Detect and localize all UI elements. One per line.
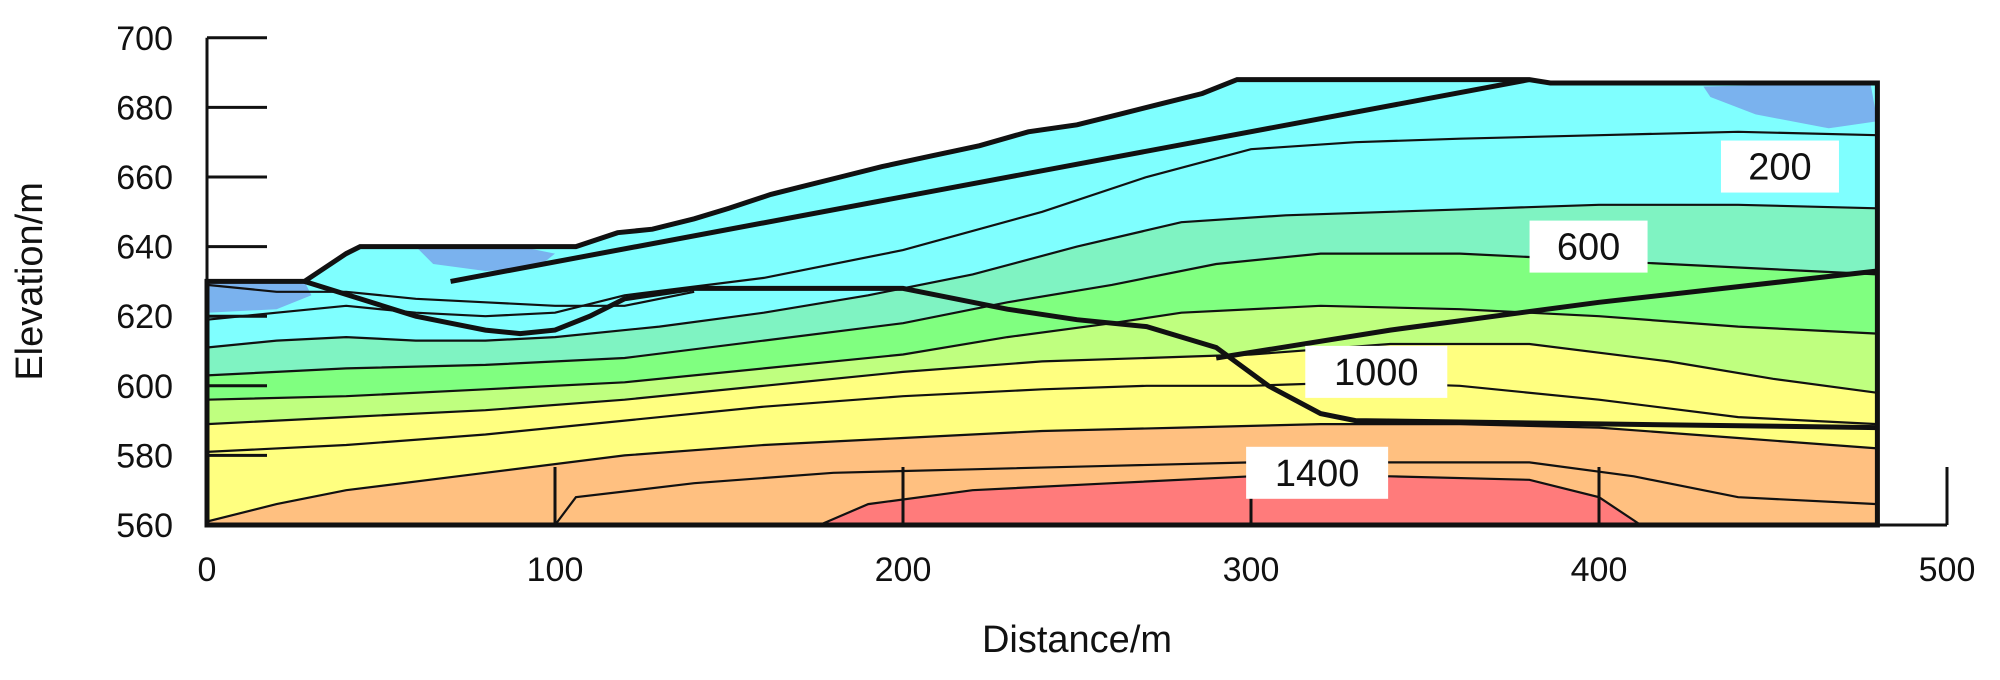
y-tick-label: 640 <box>116 229 173 267</box>
stratum-boundary <box>1215 268 1878 361</box>
contour-label-box <box>1305 345 1448 398</box>
contour-label: 600 <box>1557 227 1620 269</box>
y-tick-label: 700 <box>116 20 173 58</box>
contour-line <box>207 381 1878 453</box>
contour-line <box>207 342 1878 426</box>
contour-label-box <box>1720 140 1839 193</box>
x-tick-label: 300 <box>1223 551 1280 589</box>
contour-pocket <box>1703 83 1878 129</box>
contour-line <box>207 304 1878 401</box>
x-tick-label: 500 <box>1919 551 1976 589</box>
x-tick-label: 0 <box>198 551 217 589</box>
x-tick-label: 100 <box>527 551 584 589</box>
contour-bands <box>207 79 1878 525</box>
x-tick-label: 400 <box>1571 551 1628 589</box>
y-tick-label: 680 <box>116 89 173 127</box>
plot-area <box>204 77 1880 528</box>
slope-outline <box>204 77 1880 528</box>
contour-line <box>554 461 1878 525</box>
x-tick-label: 200 <box>875 551 932 589</box>
contour-line <box>207 203 1878 349</box>
contour-label: 200 <box>1748 147 1811 189</box>
contour-label: 1000 <box>1334 352 1419 394</box>
contour-label-box <box>1529 220 1648 273</box>
contour-pocket <box>415 246 555 271</box>
stratum-boundary <box>450 79 1530 284</box>
y-tick-label: 580 <box>116 437 173 475</box>
y-tick-label: 620 <box>116 298 173 336</box>
y-tick-label: 660 <box>116 159 173 197</box>
contour-label: 1400 <box>1275 453 1360 495</box>
contour-line <box>207 423 1878 523</box>
y-axis-title: Elevation/m <box>9 182 51 381</box>
stratum-boundaries <box>303 79 1878 431</box>
contour-label-box <box>1246 446 1389 499</box>
y-tick-label: 600 <box>116 368 173 406</box>
contour-labels: 200 600 1000 1400 <box>1246 140 1839 499</box>
x-axis-title: Distance/m <box>982 619 1172 661</box>
contour-pocket <box>207 281 312 313</box>
y-tick-label: 560 <box>116 507 173 545</box>
axes: 0 100 200 300 400 500 560 580 600 620 640 660 680 700 <box>116 20 1975 589</box>
stratum-boundary <box>303 279 1878 431</box>
